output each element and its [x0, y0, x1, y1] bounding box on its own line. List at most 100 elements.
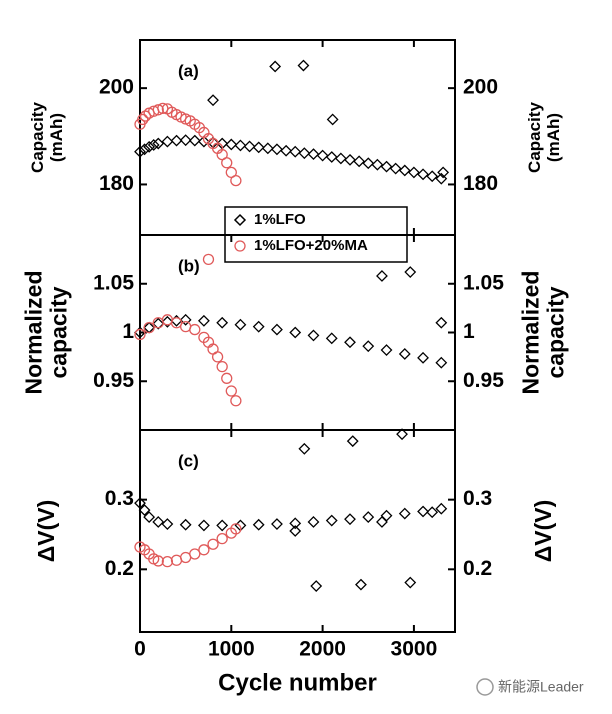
y-tick-label: 1 — [122, 320, 134, 343]
circle-point — [139, 110, 152, 122]
x-tick-label: 1000 — [208, 638, 255, 661]
legend-marker — [234, 240, 246, 252]
diamond-point — [325, 514, 338, 527]
y-tick-label: 200 — [99, 76, 134, 99]
diamond-point — [362, 157, 375, 170]
y-tick-label: 1.05 — [93, 271, 134, 294]
y-tick-label: 0.95 — [93, 369, 134, 392]
diamond-point — [298, 147, 311, 160]
diamond-point — [188, 134, 201, 147]
circle-point — [216, 533, 228, 545]
diamond-point — [216, 519, 229, 532]
y-axis-title: Normalized — [21, 271, 47, 395]
diamond-point — [197, 519, 210, 532]
legend-label: 1%LFO+20%MA — [254, 237, 368, 254]
diamond-point — [307, 148, 320, 161]
diamond-point — [437, 166, 450, 179]
y2-axis-title: (mAh) — [544, 113, 563, 162]
diamond-point — [362, 511, 375, 523]
diamond-point — [417, 505, 429, 518]
circle-point — [152, 104, 164, 116]
diamond-point — [252, 141, 265, 154]
circle-point — [189, 323, 201, 336]
diamond-point — [271, 518, 283, 530]
diamond-point — [225, 138, 238, 151]
diamond-point — [353, 155, 366, 168]
diamond-point — [417, 168, 429, 181]
diamond-point — [207, 94, 219, 107]
diamond-point — [138, 143, 151, 156]
diamond-point — [344, 153, 356, 166]
circle-point — [161, 555, 174, 568]
diamond-point — [344, 336, 356, 349]
y2-tick-label: 1.05 — [463, 271, 504, 294]
circle-point — [137, 113, 149, 126]
diamond-point — [271, 323, 283, 336]
diamond-point — [234, 318, 247, 331]
circle-point — [216, 360, 228, 373]
diamond-point — [389, 162, 402, 175]
circle-point — [134, 328, 146, 341]
diamond-point — [355, 578, 367, 591]
diamond-point — [152, 137, 165, 150]
panel-label: (b) — [178, 256, 200, 275]
circle-point — [230, 395, 242, 407]
y-tick-label: 180 — [99, 172, 134, 195]
diamond-point — [435, 316, 448, 329]
diamond-point — [404, 266, 417, 278]
diamond-point — [138, 504, 151, 517]
diamond-point — [435, 172, 448, 185]
diamond-point — [380, 160, 393, 173]
diamond-point — [380, 344, 393, 356]
diamond-point — [216, 316, 229, 329]
diamond-point — [376, 270, 388, 282]
circle-point — [211, 351, 224, 363]
diamond-point — [297, 59, 310, 72]
diamond-point — [143, 511, 156, 523]
diamond-point — [316, 149, 329, 162]
diamond-point — [398, 348, 411, 360]
diamond-point — [261, 142, 274, 155]
y-axis-title: Capacity — [28, 102, 47, 173]
diamond-point — [161, 135, 174, 148]
diamond-point — [344, 513, 356, 526]
diamond-point — [417, 351, 429, 364]
diamond-point — [152, 317, 165, 330]
x-tick-label: 2000 — [299, 638, 346, 661]
diamond-point — [170, 134, 183, 147]
circle-point — [170, 317, 183, 329]
diamond-point — [152, 516, 165, 528]
diamond-point — [346, 435, 359, 448]
circle-point — [225, 385, 237, 397]
watermark-icon — [476, 678, 494, 696]
y2-tick-label: 200 — [463, 76, 498, 99]
circle-point — [189, 548, 201, 560]
diamond-point — [435, 356, 448, 369]
circle-point — [202, 253, 215, 266]
diamond-point — [252, 320, 265, 333]
circle-point — [198, 544, 210, 556]
diamond-point — [398, 164, 411, 177]
diamond-point — [143, 140, 156, 153]
diamond-point — [371, 158, 384, 171]
watermark: 新能源Leader — [476, 678, 584, 696]
circle-point — [221, 372, 233, 384]
circle-point — [230, 174, 242, 187]
diamond-point — [325, 332, 338, 345]
diamond-point — [334, 152, 347, 165]
y-axis-title: (mAh) — [47, 113, 66, 162]
diamond-point — [234, 139, 247, 152]
diamond-point — [134, 497, 146, 510]
diamond-point — [289, 525, 302, 537]
y2-tick-label: 0.3 — [463, 487, 492, 510]
y2-axis-title: Capacity — [525, 102, 544, 173]
circle-point — [207, 538, 219, 550]
diamond-point — [310, 580, 323, 592]
circle-point — [230, 523, 242, 535]
y-tick-label: 0.2 — [105, 557, 134, 580]
diamond-point — [243, 140, 256, 153]
diamond-point — [426, 170, 439, 183]
diamond-point — [269, 60, 282, 73]
